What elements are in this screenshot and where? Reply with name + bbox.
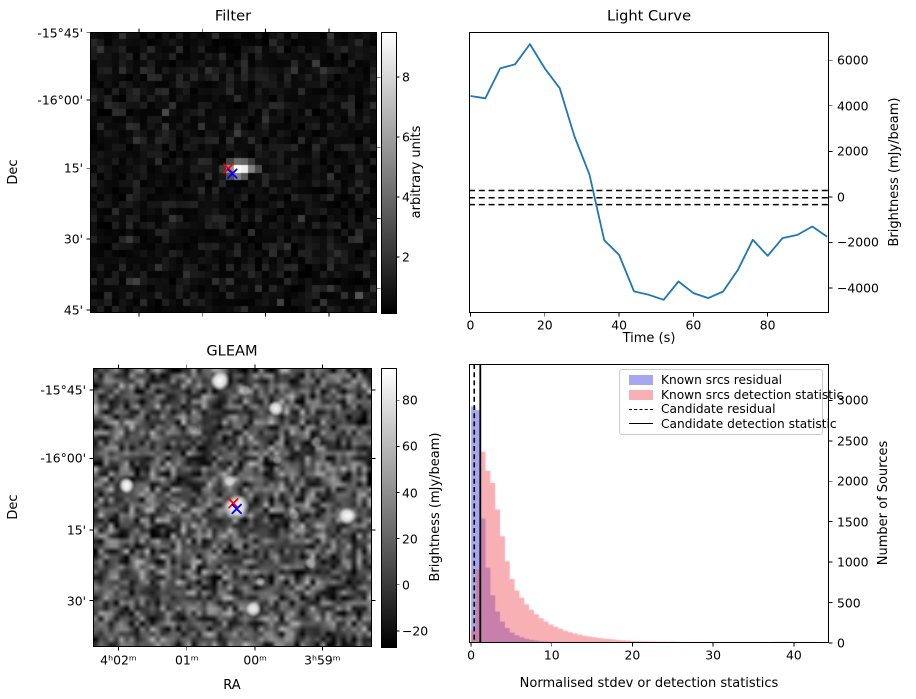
gleam-title: GLEAM — [206, 342, 258, 360]
gleam-ytick-label: -15°45' — [40, 382, 86, 398]
gleam-colorbar-tick-label: −20 — [402, 623, 429, 639]
gleam-colorbar-tick-label: 60 — [402, 438, 418, 454]
gleam-xtick-label: 4ʰ02ᵐ — [100, 652, 137, 668]
legend-label: Known srcs detection statistic — [661, 387, 844, 402]
light-curve-xtick-label: 0 — [466, 317, 475, 333]
gleam-colorbar — [381, 368, 397, 648]
light-curve-ytick-label: 6000 — [837, 52, 869, 68]
light-curve-xtick-label: 20 — [536, 317, 553, 333]
filter-colorbar — [381, 32, 397, 314]
gleam-ytick-label: 30' — [66, 593, 86, 609]
filter-title: Filter — [214, 7, 252, 25]
legend-label: Candidate residual — [661, 402, 776, 417]
light-curve-ylabel: Brightness (mJy/beam) — [887, 97, 903, 247]
histogram-xlabel: Normalised stdev or detection statistics — [519, 676, 779, 692]
gleam-image-canvas — [93, 368, 372, 647]
histogram-xtick-label: 0 — [467, 647, 475, 663]
light-curve-xtick-label: 60 — [685, 317, 702, 333]
legend-item-candidate-detection: Candidate detection statistic — [620, 417, 837, 432]
gleam-colorbar-tick-label: 0 — [402, 577, 410, 593]
filter-ylabel: Dec — [6, 159, 22, 185]
gleam-ytick-label: 15' — [66, 522, 86, 538]
gleam-xlabel: RA — [223, 678, 241, 694]
light-curve-title: Light Curve — [606, 7, 692, 25]
legend-item-candidate-residual: Candidate residual — [620, 402, 822, 417]
light-curve-ytick-label: 2000 — [837, 143, 869, 159]
filter-image-canvas — [90, 32, 377, 313]
filter-colorbar-tick-label: 6 — [402, 129, 410, 145]
filter-ytick-label: 15' — [63, 160, 83, 176]
histogram-xtick-label: 20 — [624, 647, 641, 663]
filter-colorbar-tick-label: 4 — [402, 189, 410, 205]
gleam-xtick-label: 00ᵐ — [243, 652, 267, 668]
gleam-colorbar-tick-label: 40 — [402, 484, 418, 500]
legend-label: Candidate detection statistic — [661, 416, 837, 431]
histogram-xtick-label: 10 — [543, 647, 560, 663]
histogram-xtick-label: 30 — [705, 647, 722, 663]
filter-ytick-label: 30' — [63, 231, 83, 247]
gleam-ytick-label: -16°00' — [40, 450, 86, 466]
light-curve-ytick-label: 4000 — [837, 98, 869, 114]
gleam-colorbar-tick-label: 80 — [402, 392, 418, 408]
light-curve-ytick-label: −2000 — [837, 234, 879, 250]
histogram-ytick-label: 1500 — [837, 514, 869, 530]
legend-item-known-srcs-residual: Known srcs residual — [620, 373, 822, 388]
histogram-ylabel: Number of Sources — [876, 440, 892, 566]
light-curve-xlabel: Time (s) — [622, 331, 676, 347]
gleam-colorbar-tick-label: 20 — [402, 531, 418, 547]
histogram-ytick-label: 0 — [837, 635, 845, 651]
histogram-ytick-label: 2000 — [837, 473, 869, 489]
light-curve-xtick-label: 80 — [759, 317, 776, 333]
filter-colorbar-tick-label: 2 — [402, 249, 410, 265]
blue-swatch-icon — [629, 375, 653, 386]
light-curve-xtick-label: 40 — [611, 317, 627, 333]
gleam-xtick-label: 3ʰ59ᵐ — [304, 652, 341, 668]
filter-colorbar-tick-label: 8 — [402, 69, 410, 85]
gleam-ylabel: Dec — [6, 494, 22, 520]
filter-ytick-label: -15°45' — [37, 25, 83, 41]
filter-ytick-label: -16°00' — [37, 92, 83, 108]
histogram-ytick-label: 500 — [837, 595, 861, 611]
gleam-colorbar-label: Brightness (mJy/beam) — [428, 432, 444, 582]
legend-item-known-srcs-detection: Known srcs detection statistic — [620, 387, 843, 402]
light-curve-ytick-label: 0 — [837, 189, 845, 205]
filter-ytick-label: 45' — [63, 302, 83, 318]
filter-colorbar-label: arbitrary units — [409, 125, 425, 219]
dashed-line-icon — [629, 408, 653, 410]
histogram-ytick-label: 2500 — [837, 433, 869, 449]
gleam-xtick-label: 01ᵐ — [174, 652, 199, 668]
pink-swatch-icon — [629, 389, 653, 400]
histogram-legend: Known srcs residual Known srcs detection… — [619, 369, 843, 435]
histogram-ytick-label: 1000 — [837, 554, 869, 570]
legend-label: Known srcs residual — [661, 373, 783, 388]
light-curve-ytick-label: −4000 — [837, 280, 879, 296]
solid-line-icon — [629, 423, 653, 425]
histogram-xtick-label: 40 — [785, 647, 802, 663]
